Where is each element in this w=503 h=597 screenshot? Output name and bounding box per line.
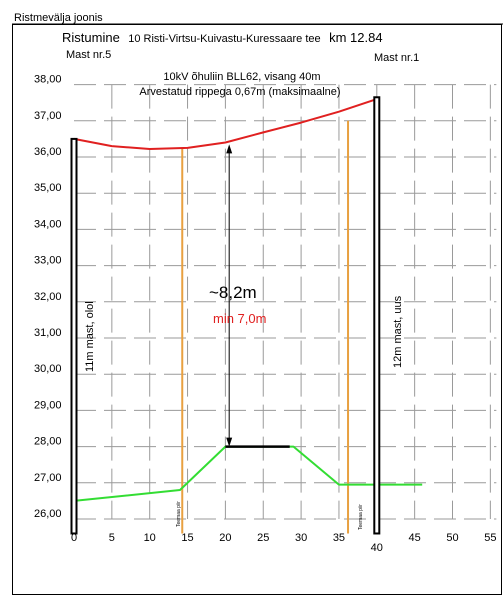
mast-right-desc: 12m mast, uus (392, 295, 404, 368)
mast-right (374, 97, 379, 533)
x-tick-label: 35 (333, 532, 345, 544)
x-tick-label: 20 (219, 532, 231, 544)
crossing-heading: Ristumine 10 Risti-Virtsu-Kuivastu-Kures… (62, 29, 383, 46)
x-tick-label: 5 (109, 532, 115, 544)
heading-prefix: Ristumine (62, 30, 120, 45)
x-tick-label: 25 (257, 532, 269, 544)
clearance-min-text: min 7,0m (213, 311, 266, 326)
y-tick-label: 35,00 (34, 182, 62, 194)
y-tick-label: 31,00 (34, 327, 62, 339)
heading-road: 10 Risti-Virtsu-Kuivastu-Kuressaare tee (128, 33, 320, 45)
sheet-title: Ristmevälja joonis (14, 12, 103, 24)
mast-left-label: Mast nr.5 (66, 49, 111, 61)
y-tick-label: 33,00 (34, 255, 62, 267)
x-tick-label: 15 (181, 532, 193, 544)
y-tick-label: 28,00 (34, 436, 62, 448)
x-tick-label: 30 (295, 532, 307, 544)
x-tick-label: 40 (371, 542, 383, 554)
clearance-arrow-bottom (226, 438, 232, 447)
y-tick-label: 27,00 (34, 472, 62, 484)
y-tick-label: 38,00 (34, 74, 62, 86)
mast-right-label: Mast nr.1 (374, 52, 419, 64)
y-tick-label: 32,00 (34, 291, 62, 303)
y-tick-label: 29,00 (34, 399, 62, 411)
grid (74, 85, 496, 519)
ground-profile-line (74, 447, 422, 501)
x-tick-label: 45 (409, 532, 421, 544)
boundary-left-label: Teemaa piir (176, 501, 182, 527)
mast-left-desc: 11m mast, olol (84, 301, 96, 372)
heading-km: km 12.84 (329, 30, 382, 45)
y-tick-label: 37,00 (34, 110, 62, 122)
mast-left (72, 139, 77, 534)
y-tick-label: 26,00 (34, 508, 62, 520)
sag-info-text: Arvestatud rippega 0,67m (maksimaalne) (139, 86, 340, 98)
x-tick-label: 55 (484, 532, 496, 544)
y-tick-label: 30,00 (34, 363, 62, 375)
y-tick-label: 36,00 (34, 146, 62, 158)
y-tick-label: 34,00 (34, 218, 62, 230)
clearance-arrow-top (226, 144, 232, 153)
clearance-main-text: ~8,2m (209, 283, 257, 302)
x-tick-label: 50 (446, 532, 458, 544)
line-info-text: 10kV õhuliin BLL62, visang 40m (163, 71, 320, 83)
boundary-right-label: Teemaa piir (358, 504, 364, 530)
x-tick-label: 10 (144, 532, 156, 544)
